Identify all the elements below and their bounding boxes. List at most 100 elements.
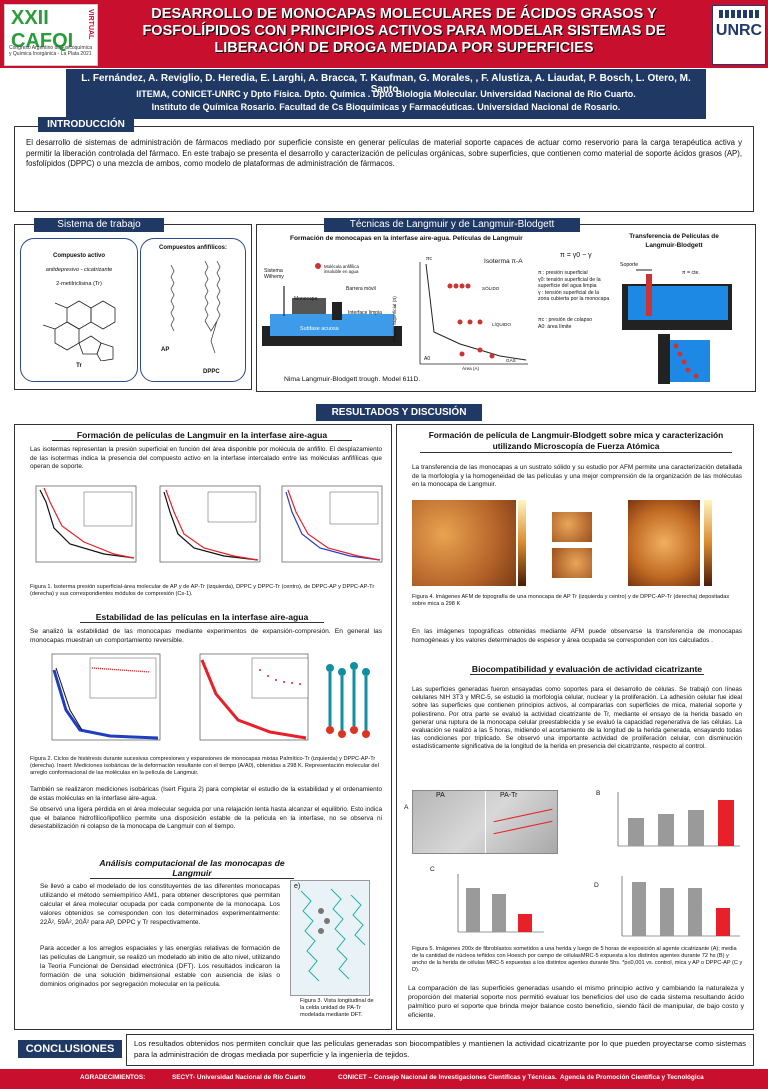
- fig5-wound-line: [493, 808, 553, 823]
- gas-label: GAS: [506, 358, 516, 363]
- def-gamma0: γ0: tensión superficial de la superficie…: [538, 276, 601, 290]
- conclusiones-box: [126, 1034, 754, 1066]
- s3-title: Análisis computacional de las monocapas …: [90, 858, 294, 879]
- intro-text: El desarrollo de sistemas de administrac…: [26, 138, 742, 168]
- fig5-wound-line-2: [493, 820, 553, 835]
- resultados-label: RESULTADOS Y DISCUSIÓN: [316, 404, 482, 421]
- molecula-label: Molécula anfifílica insoluble en agua: [324, 264, 359, 274]
- footer-conicet: CONICET – Consejo Nacional de Investigac…: [338, 1074, 557, 1081]
- fig5-a-divider: [485, 791, 486, 853]
- unrc-logo: UNRC: [712, 5, 766, 65]
- conclusiones-label: CONCLUSIONES: [18, 1040, 122, 1058]
- soporte-label: Soporte: [620, 262, 639, 268]
- monocapa-label: Monocapa: [294, 296, 318, 302]
- isoterma-label: Isoterma π-A: [484, 258, 523, 265]
- agradecimientos-label: AGRADECIMIENTOS:: [80, 1074, 146, 1081]
- authors: L. Fernández, A. Reviglio, D. Heredia, E…: [81, 73, 691, 95]
- fig3-letter: e): [294, 883, 301, 890]
- fig1-plot-dppc: [159, 485, 261, 563]
- tr-structure: [42, 300, 116, 361]
- afm-scale-3: [704, 500, 712, 586]
- fig1-plot-dppc-ap: [281, 485, 383, 563]
- pic-label: πc: [426, 256, 432, 262]
- fig4-caption: Figura 4. Imágenes AFM de topografía de …: [412, 594, 730, 607]
- fig5-d-bar-chart: [621, 876, 740, 937]
- footer-secyt: SECYT- Universidad Nacional de Río Cuart…: [172, 1074, 306, 1081]
- a0-label: A0: [424, 356, 431, 362]
- fig2-caption: Figura 2. Ciclos de histéresis durante s…: [30, 756, 379, 776]
- solido-label: SÓLIDO: [482, 286, 500, 291]
- s2-title: Estabilidad de las películas en la inter…: [80, 612, 324, 623]
- fig5-patr-label: PA-Tr: [500, 792, 518, 799]
- afm-image-2a: [552, 512, 592, 542]
- isotherm-diagram: [419, 262, 528, 365]
- fig5-caption: Figura 5. Imágenes 200x de fibroblastos …: [412, 946, 743, 973]
- fig2-hysteresis: [51, 653, 370, 741]
- sistema-label: Sistema de trabajo: [34, 218, 164, 232]
- afm-image-1: [412, 500, 516, 586]
- fig3-caption: Figura 3. Vista longitudinal de la celda…: [300, 998, 374, 1018]
- compuesto-activo-box: Compuesto activo antidepresivo - cicatri…: [20, 238, 138, 382]
- lb-transfer-diagram: [622, 269, 732, 384]
- langmuir-trough-diagram: [262, 263, 402, 346]
- fig3-image: e): [290, 880, 370, 996]
- fig5-b-letter: B: [596, 790, 601, 797]
- fig5-c-bar-chart: [457, 874, 544, 933]
- formacion-title: Formación de monocapas en la interfase a…: [290, 235, 523, 242]
- interface-label: Interface limpia: [348, 310, 382, 316]
- fig5-c-letter: C: [430, 866, 435, 873]
- barrera-label: Barrera móvil: [346, 286, 376, 292]
- isotherm-y-axis: Presión Superficial (π): [392, 296, 397, 342]
- pi-definitions: π : presión superficial γ0: tensión supe…: [538, 270, 610, 330]
- fig1-isotherms: [35, 485, 383, 563]
- activo-title: Compuesto activo: [52, 253, 105, 259]
- conclusiones-text: Los resultados obtenidos nos permiten co…: [134, 1039, 746, 1059]
- footer-bar: AGRADECIMIENTOS: SECYT- Universidad Naci…: [0, 1069, 768, 1089]
- afm-scale-1: [518, 500, 526, 586]
- logo-pattern: [719, 10, 759, 18]
- s4-title: Formación de película de Langmuir-Blodge…: [420, 430, 732, 453]
- def-gamma: γ : tensión superficial de la zona cubie…: [538, 289, 610, 303]
- tr-label: Tr: [76, 363, 82, 369]
- wilhemy-label: Sistema Wilhemy: [264, 268, 284, 280]
- afm-image-3: [628, 500, 700, 586]
- affiliation-1: IITEMA, CONICET-UNRC y Dpto Física. Dpto…: [136, 89, 636, 99]
- fig5-b-bar-chart: [617, 792, 740, 847]
- pi-cte-label: π = cte.: [682, 270, 700, 276]
- activo-name: 2-metilriclisina (Tr): [56, 281, 102, 287]
- fig1-caption: Figura 1. Isoterma presión superficial-á…: [30, 584, 375, 597]
- ap-label: AP: [161, 347, 170, 353]
- isotherm-x-axis: Área (A): [462, 366, 480, 371]
- s1-title: Formación de películas de Langmuir en la…: [52, 430, 352, 441]
- fig5-pa-label: PA: [436, 792, 445, 799]
- logo-text: XXII CAFQI: [11, 7, 74, 52]
- s4-text: La transferencia de las monocapas a un s…: [412, 464, 742, 489]
- affiliation-2: Instituto de Química Rosario. Facultad d…: [151, 102, 621, 112]
- transfer-title: Transferencia de Películas de Langmuir-B…: [629, 233, 719, 249]
- s2-text-3: Se observó una ligera pérdida en el área…: [30, 806, 382, 831]
- s4-text-2: En las imágenes topográficas obtenidas m…: [412, 628, 742, 644]
- s5-title: Biocompatibilidad y evaluación de activi…: [470, 664, 704, 675]
- def-pic: πc : presión de colapso: [538, 316, 593, 323]
- s1-text: Las isotermas representan la presión sup…: [30, 446, 382, 471]
- fig3-molecular-model: [300, 888, 366, 982]
- intro-box: [14, 126, 754, 212]
- authors-bar: L. Fernández, A. Reviglio, D. Heredia, E…: [66, 69, 706, 119]
- dppc-label: DPPC: [203, 369, 220, 375]
- anfifilic-structures: [170, 260, 221, 354]
- tecnicas-label: Técnicas de Langmuir y de Langmuir-Blodg…: [324, 218, 580, 232]
- s2-text-2: También se realizaron mediciones isobári…: [30, 786, 382, 802]
- s3-text-2: Para acceder a los arreglos espaciales y…: [40, 945, 280, 988]
- s5-text: Las superficies generadas fueron ensayad…: [412, 686, 742, 751]
- subfase-label: Subfase acuosa: [300, 326, 339, 332]
- unrc-logo-text: UNRC: [715, 22, 763, 39]
- cafqi-logo: XXII CAFQI VIRTUAL Congreso Argentino de…: [4, 4, 98, 66]
- def-pi: π : presión superficial: [538, 270, 588, 276]
- fig5-a-letter: A: [404, 804, 409, 811]
- logo-side-text: VIRTUAL: [87, 9, 94, 40]
- logo-subtitle: Congreso Argentino de Fisicoquímica y Qu…: [9, 45, 93, 57]
- footer-agencia: Agencia de Promoción Científica y Tecnol…: [560, 1074, 704, 1081]
- liquido-label: LÍQUIDO: [492, 322, 511, 327]
- def-a0: A0: área límite: [538, 323, 572, 330]
- intro-label: INTRODUCCIÓN: [38, 117, 134, 132]
